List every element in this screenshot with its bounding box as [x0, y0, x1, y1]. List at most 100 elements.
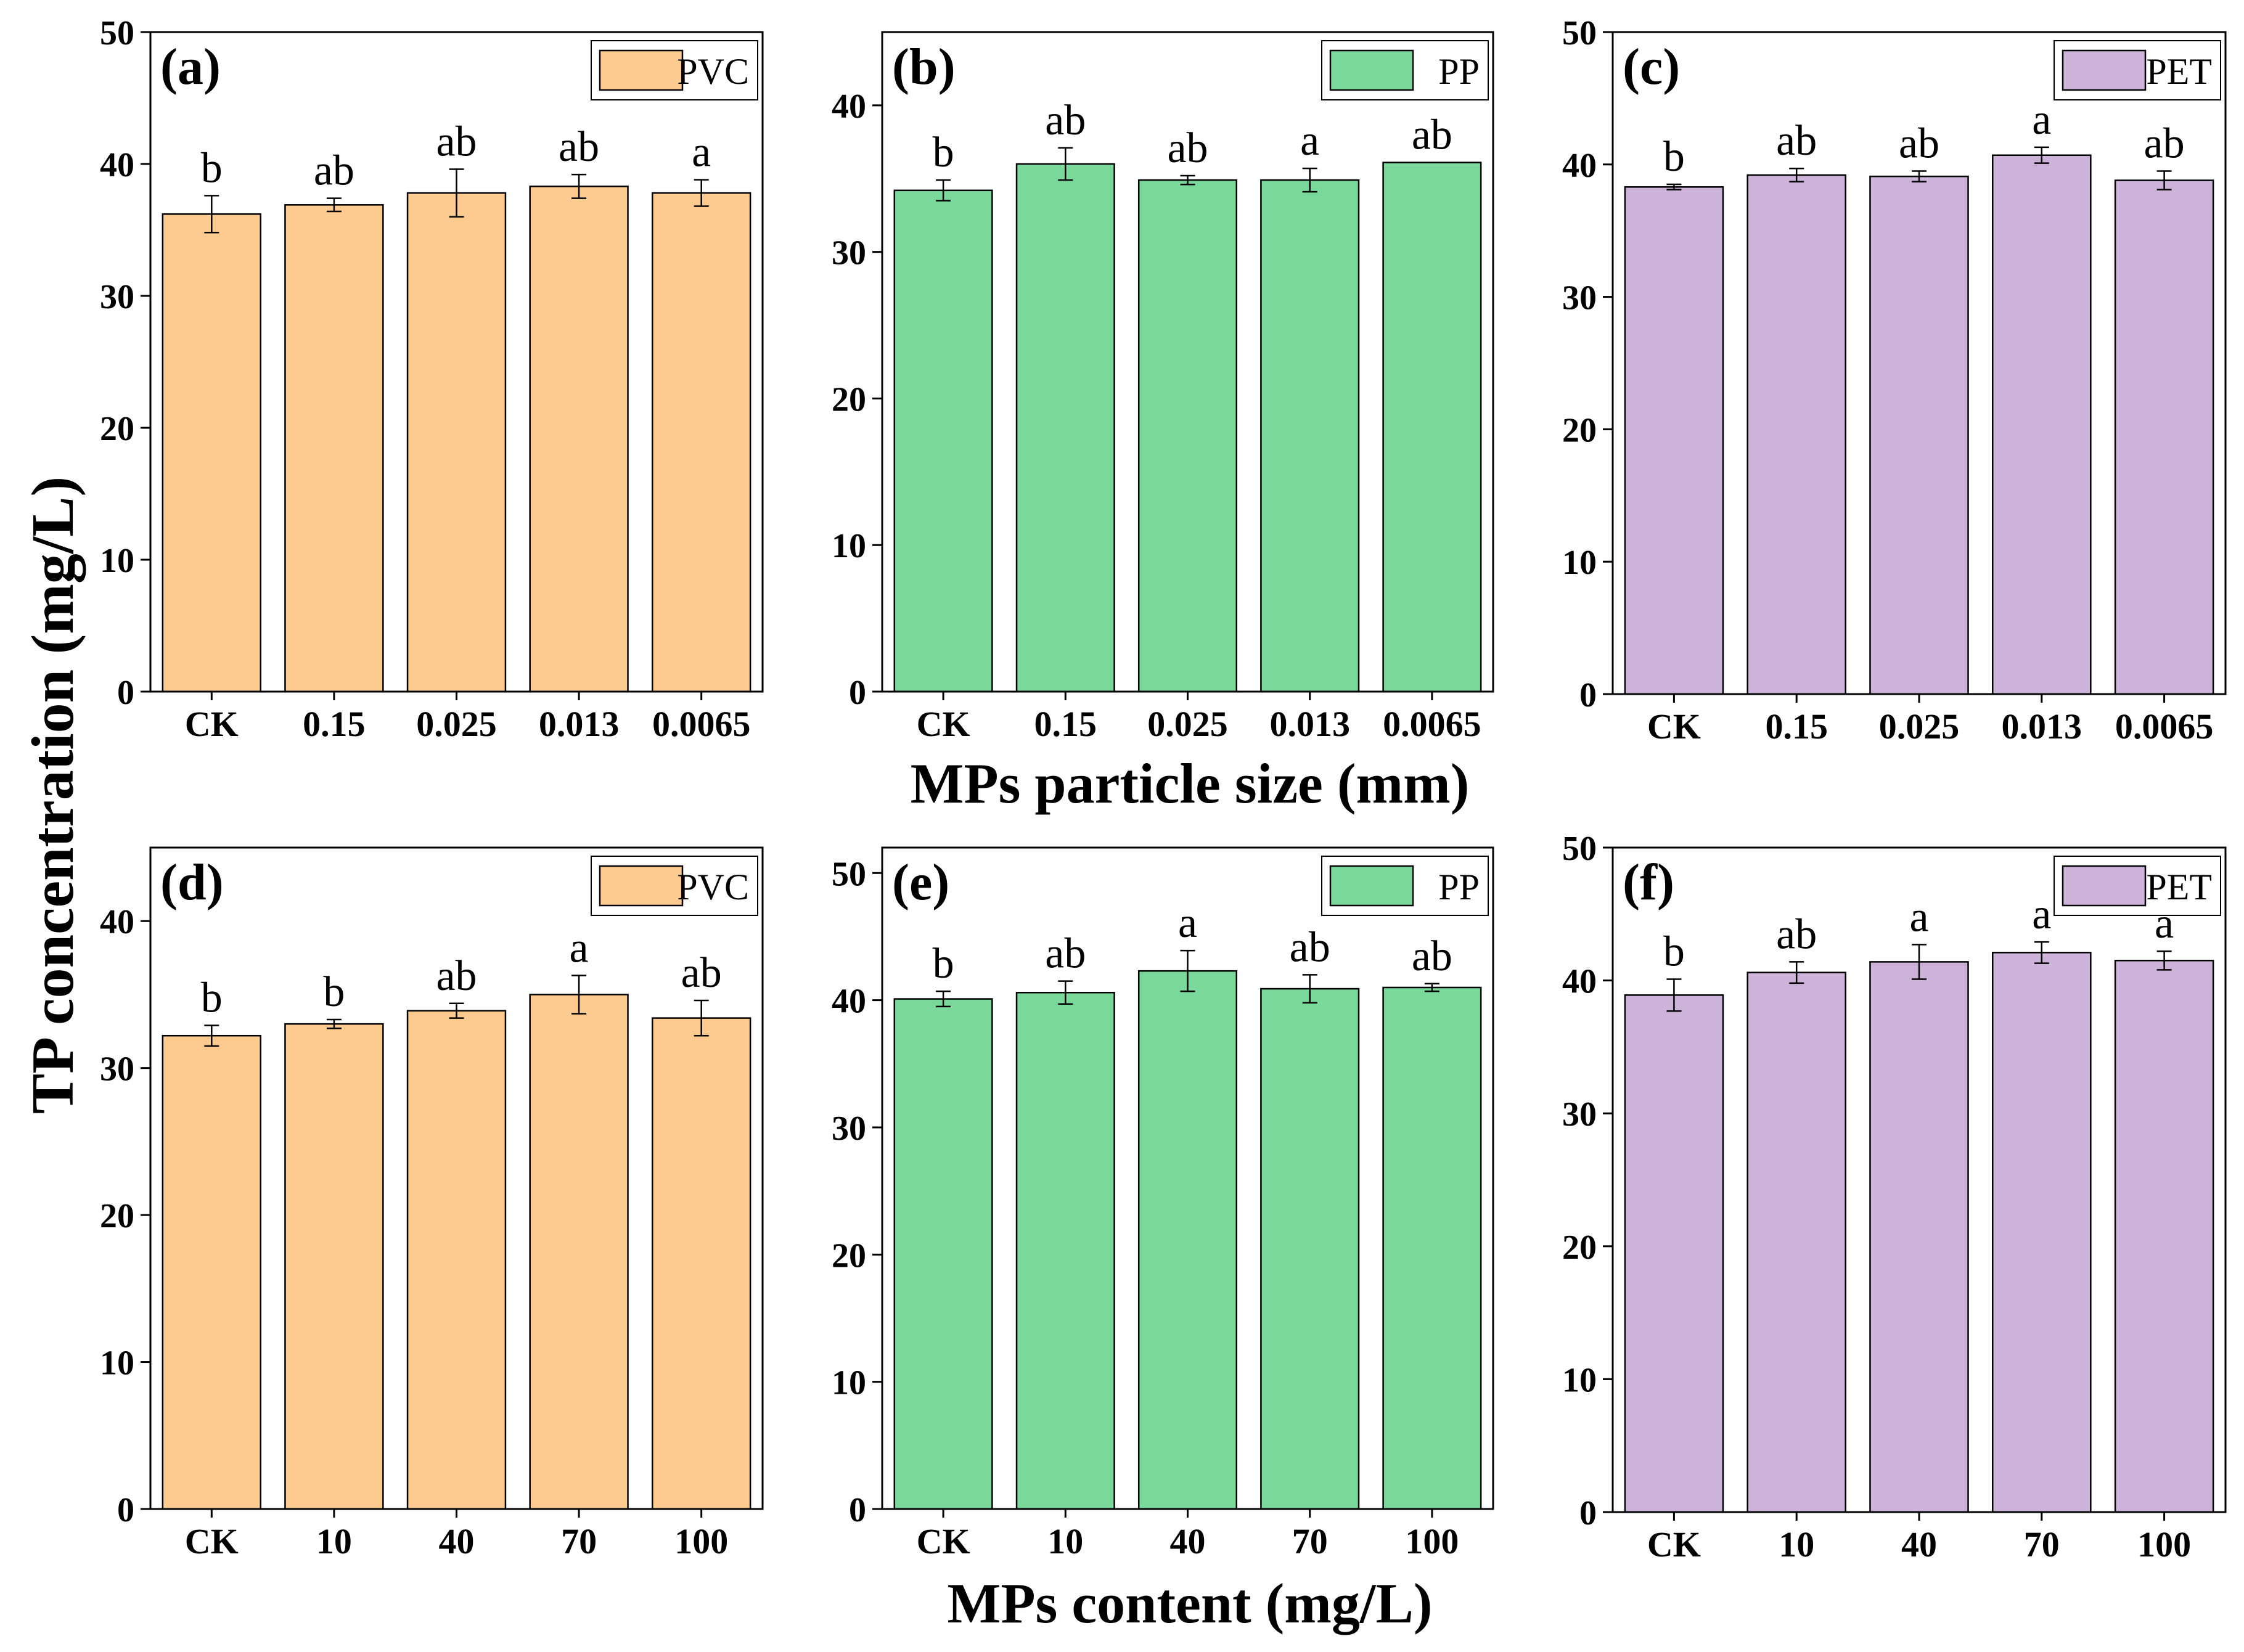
panels: bCKab0.15ab0.025ab0.013a0.00650102030405… — [100, 14, 2227, 1564]
y-tick-label: 40 — [832, 983, 866, 1021]
significance-label: ab — [314, 147, 354, 195]
x-tick-label: 10 — [1779, 1524, 1814, 1564]
legend-label: PET — [2146, 867, 2212, 907]
y-tick-label: 50 — [1562, 14, 1597, 52]
significance-label: b — [201, 975, 223, 1022]
significance-label: ab — [1167, 125, 1208, 172]
x-tick-label: 70 — [1292, 1521, 1328, 1561]
legend-label: PVC — [677, 867, 749, 907]
y-tick-label: 20 — [832, 1237, 866, 1275]
x-tick-label: 0.0065 — [2115, 706, 2214, 746]
bar — [2114, 179, 2214, 695]
bar — [1869, 175, 1969, 695]
chart-panel-b: b CK ab 0.15 ab 0.025 a 0.013 ab 0.0065 0 10 20 30 40 (… — [832, 31, 1494, 744]
bar — [162, 213, 261, 693]
bar — [1624, 186, 1724, 695]
x-tick-label: 100 — [2137, 1524, 2191, 1564]
significance-label: a — [1909, 893, 1928, 941]
x-tick-label: CK — [917, 704, 970, 744]
bar — [1015, 991, 1115, 1510]
y-tick-label: 30 — [832, 234, 866, 272]
legend-label: PP — [1438, 51, 1480, 92]
legend-swatch — [2062, 49, 2147, 91]
significance-label: ab — [1412, 933, 1452, 980]
bar — [652, 1017, 751, 1510]
bar — [284, 1023, 384, 1510]
x-tick-label: 70 — [2024, 1524, 2060, 1564]
bar — [406, 1010, 507, 1510]
bar — [284, 204, 384, 693]
chart-panel-e: b CK ab 10 a 40 ab 70 ab 100 0 10 20 30 40 50 (e) PP — [832, 846, 1494, 1561]
y-tick-label: 40 — [1562, 147, 1597, 185]
x-tick-label: 0.025 — [1147, 704, 1228, 744]
significance-label: ab — [559, 123, 599, 171]
chart-panel-a: b CK ab 0.15 ab 0.025 ab 0.013 a 0.0065 0 10 20 30 40 5… — [100, 14, 764, 744]
bar — [1624, 994, 1724, 1513]
x-tick-label: 10 — [316, 1521, 352, 1561]
y-tick-label: 20 — [100, 1197, 134, 1235]
significance-label: ab — [1045, 930, 1086, 978]
panel-label: (d) — [160, 854, 224, 911]
bar — [893, 189, 993, 693]
legend-swatch — [1329, 49, 1414, 91]
legend-swatch — [1329, 865, 1414, 907]
y-axis-title: TP concentration (mg/L) — [20, 476, 86, 1114]
bar — [893, 998, 993, 1510]
significance-label: b — [323, 968, 345, 1016]
y-tick-label: 30 — [100, 278, 134, 316]
y-tick-label: 50 — [100, 14, 134, 52]
bar — [1260, 988, 1360, 1510]
bar — [1137, 970, 1238, 1510]
bar — [1015, 163, 1115, 693]
y-tick-label: 20 — [100, 410, 134, 448]
legend-swatch — [599, 865, 684, 907]
y-tick-label: 30 — [832, 1110, 866, 1148]
x-tick-label: 0.025 — [416, 704, 497, 744]
y-tick-label: 0 — [849, 674, 866, 712]
x-tick-label: CK — [185, 1521, 239, 1561]
x-tick-label: 0.0065 — [1383, 704, 1481, 744]
chart-panel-c: b CK ab 0.15 ab 0.025 a 0.013 ab 0.0065 0 10 20 30 40 5… — [1562, 14, 2227, 746]
x-tick-label: 40 — [439, 1521, 475, 1561]
y-tick-label: 40 — [100, 146, 134, 184]
panel-label: (a) — [160, 38, 221, 96]
x-tick-label: CK — [1647, 1524, 1701, 1564]
x-tick-label: 0.15 — [1765, 706, 1828, 746]
y-tick-label: 20 — [1562, 411, 1597, 449]
y-tick-label: 20 — [832, 380, 866, 419]
legend-swatch — [2062, 865, 2147, 907]
y-tick-label: 10 — [100, 1344, 134, 1383]
x-tick-label: 0.0065 — [652, 704, 751, 744]
x-tick-label: 0.013 — [1269, 704, 1350, 744]
significance-label: ab — [1290, 923, 1330, 971]
bar — [529, 186, 629, 693]
y-tick-label: 0 — [117, 1491, 134, 1529]
x-tick-label: 10 — [1047, 1521, 1083, 1561]
significance-label: ab — [1045, 97, 1086, 144]
y-tick-label: 20 — [1562, 1229, 1597, 1267]
significance-label: a — [1178, 899, 1197, 947]
x-tick-label: 0.025 — [1879, 706, 1960, 746]
y-tick-label: 40 — [1562, 963, 1597, 1001]
bar — [1137, 179, 1238, 693]
significance-label: ab — [1776, 117, 1817, 165]
y-tick-label: 10 — [1562, 544, 1597, 582]
significance-label: ab — [2144, 120, 2185, 168]
y-tick-label: 50 — [1562, 830, 1597, 868]
x-tick-label: 0.013 — [2002, 706, 2082, 746]
x-tick-label: 70 — [561, 1521, 597, 1561]
y-tick-label: 30 — [1562, 1095, 1597, 1134]
significance-label: ab — [1899, 120, 1939, 168]
panel-label: (e) — [892, 854, 949, 911]
significance-label: b — [1663, 133, 1685, 181]
bar — [1992, 952, 2092, 1513]
bar — [1260, 179, 1360, 693]
y-tick-label: 40 — [100, 903, 134, 941]
bar — [1746, 174, 1846, 695]
y-tick-label: 0 — [1579, 676, 1597, 714]
bar — [652, 192, 751, 693]
significance-label: ab — [436, 952, 477, 1000]
legend-label: PP — [1438, 867, 1480, 907]
